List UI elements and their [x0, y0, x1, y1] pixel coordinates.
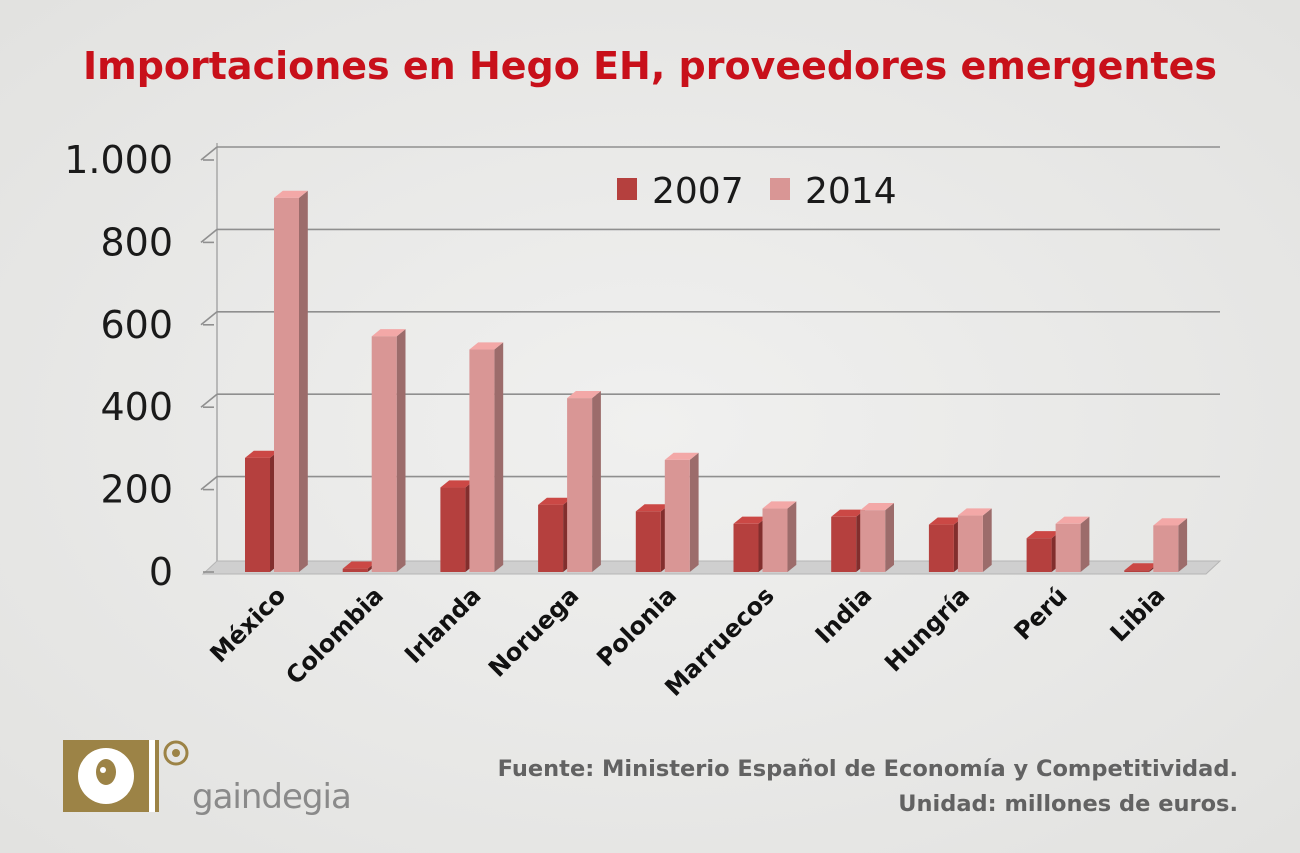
source-line: Fuente: Ministerio Español de Economía y… — [497, 756, 1238, 782]
bar-top — [762, 501, 797, 509]
bar-top — [342, 561, 377, 569]
source-note: Fuente: Ministerio Español de Economía y… — [498, 752, 1238, 822]
bar — [635, 511, 661, 572]
bar — [469, 349, 495, 572]
bar-top — [567, 390, 601, 399]
bar-top — [1026, 531, 1061, 539]
bar-top — [440, 480, 475, 488]
bar-top — [1153, 518, 1188, 526]
bar-side — [1080, 516, 1090, 572]
bar-side — [982, 508, 992, 572]
gridline-depth — [200, 393, 218, 408]
bar-side — [299, 190, 308, 572]
y-tick-label: 200 — [100, 468, 173, 512]
bar-top — [371, 329, 406, 337]
bar — [371, 336, 397, 572]
y-tick-label: 400 — [100, 385, 173, 429]
bar-top — [274, 190, 308, 198]
bar — [245, 457, 270, 572]
bar-side — [592, 390, 601, 572]
bar — [440, 487, 466, 572]
bar — [928, 524, 954, 572]
bar-side — [1178, 518, 1188, 572]
legend-label: 2014 — [805, 171, 897, 212]
bar-top — [635, 504, 670, 512]
gridline-depth — [200, 475, 218, 491]
x-tick-label: India — [810, 581, 878, 649]
bar-top — [245, 450, 279, 458]
bar-side — [787, 501, 797, 572]
bar-side — [885, 503, 894, 572]
bar — [957, 515, 983, 572]
bar-top — [469, 342, 504, 350]
x-tick-label: Perú — [1009, 581, 1073, 645]
bar — [831, 516, 857, 572]
y-tick-label: 600 — [100, 303, 173, 347]
bar-top — [928, 517, 963, 525]
x-tick-label: Hungría — [879, 581, 975, 677]
y-tick-label: 800 — [100, 220, 173, 264]
bar — [1124, 570, 1150, 572]
bar — [538, 504, 564, 572]
bar-side — [494, 342, 504, 572]
bar-side — [396, 329, 406, 572]
bar-top — [831, 509, 865, 517]
bar — [1026, 538, 1052, 572]
x-tick-label: Colombia — [280, 581, 388, 689]
gridline-depth — [200, 228, 218, 244]
bar-top — [538, 497, 572, 505]
brand-name: gaindegia — [192, 777, 352, 817]
x-tick-label: Noruega — [483, 581, 584, 682]
x-tick-label: Irlanda — [399, 581, 486, 668]
legend-label: 2007 — [652, 171, 744, 212]
unit-line: Unidad: millones de euros. — [898, 791, 1238, 817]
bar — [567, 398, 593, 572]
bar-side — [689, 452, 699, 572]
bar-top — [1124, 563, 1159, 571]
legend-swatch — [617, 178, 637, 200]
chart-title: Importaciones en Hego EH, proveedores em… — [82, 44, 1217, 88]
bar — [733, 523, 759, 572]
bar-top — [664, 452, 699, 460]
gridline-depth — [200, 311, 218, 326]
gaindegia-logo — [63, 740, 189, 812]
gridline-depth — [200, 146, 218, 161]
y-tick-label: 1.000 — [64, 138, 173, 182]
bar — [1055, 523, 1081, 572]
bar — [342, 568, 368, 572]
x-tick-label: Polonia — [591, 581, 682, 672]
y-tick-label: 0 — [149, 550, 173, 594]
bar-top — [1055, 516, 1090, 524]
bar — [762, 508, 788, 572]
legend-swatch — [770, 178, 790, 200]
bar — [1153, 525, 1179, 572]
x-tick-label: Libia — [1105, 581, 1171, 647]
bar-top — [957, 508, 992, 516]
bar-top — [733, 516, 768, 524]
x-tick-label: México — [205, 581, 292, 668]
bar — [664, 459, 690, 572]
bar-top — [860, 503, 894, 511]
bar — [274, 197, 299, 573]
bar — [860, 510, 886, 572]
